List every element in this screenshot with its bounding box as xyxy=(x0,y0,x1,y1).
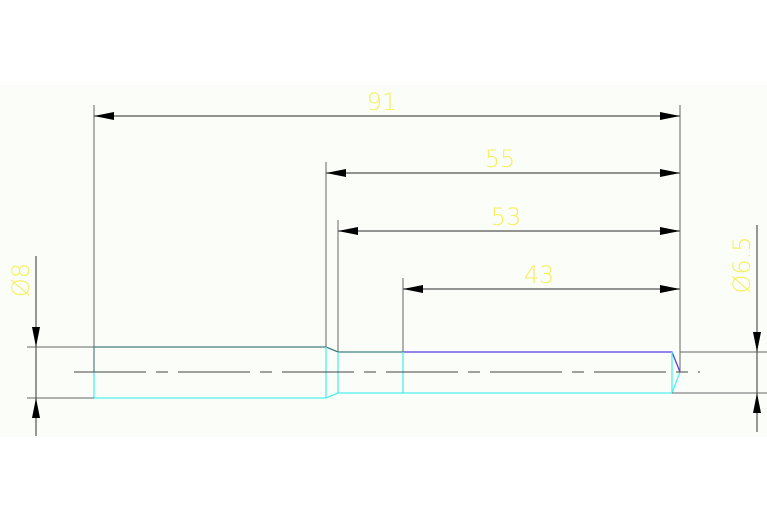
extension-lines xyxy=(27,105,767,399)
thread-top-edge xyxy=(403,351,681,373)
dimension-text-53: 53 xyxy=(491,203,522,231)
dimension-text-dia65: Ø6.5 xyxy=(728,236,756,293)
large-section-top-edge xyxy=(94,346,339,353)
dimension-text-91: 91 xyxy=(367,88,398,116)
dimension-text-55: 55 xyxy=(485,145,516,173)
dimension-text-dia8: Ø8 xyxy=(7,263,35,297)
drawing-canvas xyxy=(0,85,767,437)
dimension-text-43: 43 xyxy=(524,261,555,289)
